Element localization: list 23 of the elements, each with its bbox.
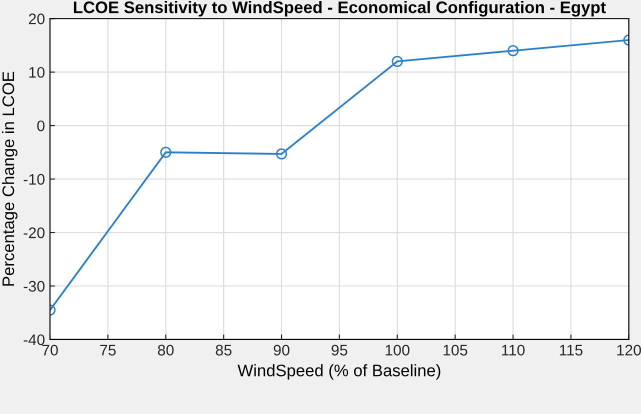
y-tick-label: -30 [24, 280, 45, 292]
y-tick-label: -20 [24, 227, 45, 238]
x-tick-label: 100 [386, 344, 410, 356]
y-tick-label: 0 [37, 120, 45, 132]
x-tick-label: 105 [444, 344, 468, 356]
x-tick-label: 85 [216, 344, 232, 356]
x-tick-label: 80 [158, 344, 174, 356]
point [392, 56, 403, 67]
x-tick-label: 110 [502, 344, 525, 356]
x-axis-title: WindSpeed (% of Baseline) [238, 364, 440, 380]
x-tick-label: 115 [560, 344, 582, 356]
x-tick-label: 70 [42, 344, 58, 356]
y-tick-label: 10 [29, 66, 45, 78]
point [276, 148, 288, 160]
chart-title: LCOE Sensitivity to WindSpeed - Economical Configuration - Egypt [74, 0, 606, 17]
y-tick-label: 20 [28, 14, 45, 24]
x-tick-label: 120 [617, 344, 641, 356]
x-tick-label: 90 [274, 344, 290, 356]
x-tick-label: 75 [100, 344, 116, 356]
y-tick-label: -10 [24, 174, 45, 185]
y-tick-label: -40 [24, 334, 45, 346]
y-axis-title: Percentage Change in LCOE [2, 72, 18, 286]
x-tick-label: 95 [332, 344, 348, 356]
